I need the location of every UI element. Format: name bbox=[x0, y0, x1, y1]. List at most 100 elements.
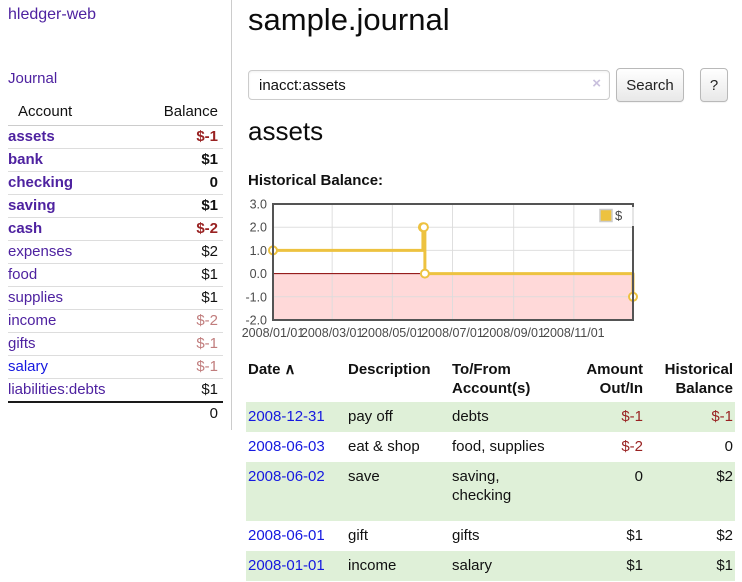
svg-text:2008/05/01: 2008/05/01 bbox=[361, 326, 424, 340]
historical-balance-label: Historical Balance: bbox=[248, 172, 384, 189]
account-row: expenses $2 bbox=[8, 240, 223, 264]
transaction-amount: $1 bbox=[568, 551, 645, 581]
svg-text:0.0: 0.0 bbox=[250, 267, 267, 281]
svg-text:-2.0: -2.0 bbox=[245, 314, 267, 328]
transaction-accounts: gifts bbox=[452, 527, 480, 544]
register-header-account: To/From Account(s) bbox=[452, 361, 531, 397]
account-link[interactable]: income bbox=[8, 312, 57, 329]
account-row: bank $1 bbox=[8, 148, 223, 172]
account-balance: $1 bbox=[133, 148, 223, 172]
transaction-balance: 0 bbox=[724, 438, 733, 455]
svg-text:2008/09/01: 2008/09/01 bbox=[482, 326, 545, 340]
account-row: liabilities:debts $1 bbox=[8, 378, 223, 402]
register-header-amount: Amount Out/In bbox=[586, 361, 643, 397]
register-header-description: Description bbox=[348, 361, 431, 378]
svg-text:$: $ bbox=[615, 208, 623, 223]
svg-text:2.0: 2.0 bbox=[250, 221, 267, 235]
historical-balance-chart: 3.0 2.0 1.0 0.0 -1.0 -2.02008/01/012008/03/01… bbox=[242, 198, 638, 340]
account-link[interactable]: saving bbox=[8, 197, 56, 214]
transaction-accounts: salary bbox=[450, 551, 568, 581]
account-row: gifts $-1 bbox=[8, 332, 223, 356]
account-row: supplies $1 bbox=[8, 286, 223, 310]
svg-text:3.0: 3.0 bbox=[250, 198, 267, 212]
account-row: cash $-2 bbox=[8, 217, 223, 241]
transaction-description: income bbox=[346, 551, 450, 581]
transaction-amount: $-1 bbox=[568, 402, 645, 432]
account-link[interactable]: cash bbox=[8, 220, 43, 237]
chart-container: 3.0 2.0 1.0 0.0 -1.0 -2.0 2008/01/01 2008/03/01… bbox=[236, 198, 640, 350]
transaction-description: save bbox=[346, 462, 450, 521]
account-balance: $-2 bbox=[133, 309, 223, 333]
transaction-amount: $-2 bbox=[621, 438, 643, 455]
register-row: 2008-01-01 income salary $1 $1 bbox=[246, 551, 735, 581]
register-header-date[interactable]: Date ∧ bbox=[248, 361, 296, 378]
search-button[interactable]: Search bbox=[616, 68, 684, 102]
sidebar: hledger-web Journal Account Balance asse… bbox=[0, 0, 232, 430]
register-table-body: 2008-12-31 pay off debts $-1 $-1 2008-06-03 ea… bbox=[246, 402, 735, 581]
transaction-date-link[interactable]: 2008-06-03 bbox=[248, 438, 325, 455]
transaction-description: eat & shop bbox=[348, 438, 420, 455]
account-row: salary $-1 bbox=[8, 355, 223, 379]
transaction-accounts: saving, checking bbox=[450, 462, 568, 521]
accounts-total-row: 0 bbox=[8, 401, 223, 425]
account-link[interactable]: checking bbox=[8, 174, 74, 191]
transaction-amount: 0 bbox=[568, 462, 645, 521]
account-link[interactable]: liabilities:debts bbox=[8, 381, 106, 398]
transaction-amount: $1 bbox=[626, 527, 643, 544]
svg-text:2008/07/01: 2008/07/01 bbox=[421, 326, 484, 340]
account-link[interactable]: supplies bbox=[8, 289, 64, 306]
search-input[interactable] bbox=[248, 70, 610, 100]
help-button[interactable]: ? bbox=[700, 68, 728, 102]
account-balance: $1 bbox=[133, 194, 223, 218]
account-balance: $-2 bbox=[133, 217, 223, 241]
search-form: × Search ? bbox=[248, 67, 742, 107]
account-link[interactable]: assets bbox=[8, 128, 55, 145]
svg-text:2008/03/01: 2008/03/01 bbox=[301, 326, 364, 340]
transaction-date-link[interactable]: 2008-01-01 bbox=[248, 557, 325, 574]
account-link[interactable]: bank bbox=[8, 151, 44, 168]
sort-ascending-icon: ∧ bbox=[284, 361, 296, 378]
register-table: Date ∧ Description To/From Account(s) Amo… bbox=[246, 356, 735, 581]
account-link[interactable]: gifts bbox=[8, 335, 36, 352]
svg-text:-1.0: -1.0 bbox=[245, 290, 267, 304]
account-row: saving $1 bbox=[8, 194, 223, 218]
transaction-description: gift bbox=[348, 527, 369, 544]
register-header-balance: Historical Balance bbox=[664, 361, 733, 397]
register-row: 2008-06-01 gift gifts $1 $2 bbox=[246, 521, 735, 551]
page-title: sample.journal bbox=[248, 2, 450, 37]
clear-search-icon[interactable]: × bbox=[592, 75, 601, 92]
account-balance: $-1 bbox=[196, 128, 218, 145]
register-row: 2008-12-31 pay off debts $-1 $-1 bbox=[246, 402, 735, 432]
account-balance: $1 bbox=[133, 286, 223, 310]
transaction-balance: $1 bbox=[645, 551, 735, 581]
svg-text:2008/01/01: 2008/01/01 bbox=[242, 326, 305, 340]
account-link[interactable]: salary bbox=[8, 358, 49, 375]
svg-text:1.0: 1.0 bbox=[250, 244, 267, 258]
account-balance: $1 bbox=[133, 263, 223, 287]
account-link[interactable]: expenses bbox=[8, 243, 73, 260]
main-content: sample.journal × Search ? assets Histori… bbox=[242, 0, 742, 582]
transaction-balance: $2 bbox=[716, 527, 733, 544]
account-balance: $-1 bbox=[133, 355, 223, 379]
account-row: income $-2 bbox=[8, 309, 223, 333]
transaction-accounts: food, supplies bbox=[452, 438, 545, 455]
account-link[interactable]: food bbox=[8, 266, 38, 283]
register-row: 2008-06-02 save saving, checking 0 $2 bbox=[246, 462, 735, 521]
account-balance: $2 bbox=[133, 240, 223, 264]
register-row: 2008-06-03 eat & shop food, supplies $-2 0 bbox=[246, 432, 735, 462]
transaction-balance: $2 bbox=[645, 462, 735, 521]
transaction-date-link[interactable]: 2008-06-02 bbox=[248, 468, 325, 485]
sidebar-item-journal[interactable]: Journal bbox=[8, 70, 58, 87]
transaction-balance: $-1 bbox=[645, 402, 735, 432]
transaction-date-link[interactable]: 2008-06-01 bbox=[248, 527, 325, 544]
transaction-date-link[interactable]: 2008-12-31 bbox=[248, 408, 325, 425]
app-brand-link[interactable]: hledger-web bbox=[8, 6, 97, 23]
account-balance: $-1 bbox=[133, 332, 223, 356]
accounts-total-value: 0 bbox=[133, 401, 223, 425]
account-row: assets $-1 bbox=[8, 126, 223, 149]
account-balance: 0 bbox=[133, 171, 223, 195]
accounts-header-account: Account bbox=[8, 99, 134, 126]
accounts-balance-table: Account Balance assets $-1 bank $1 checking 0… bbox=[8, 99, 223, 425]
account-balance: $1 bbox=[133, 378, 223, 402]
account-row: checking 0 bbox=[8, 171, 223, 195]
